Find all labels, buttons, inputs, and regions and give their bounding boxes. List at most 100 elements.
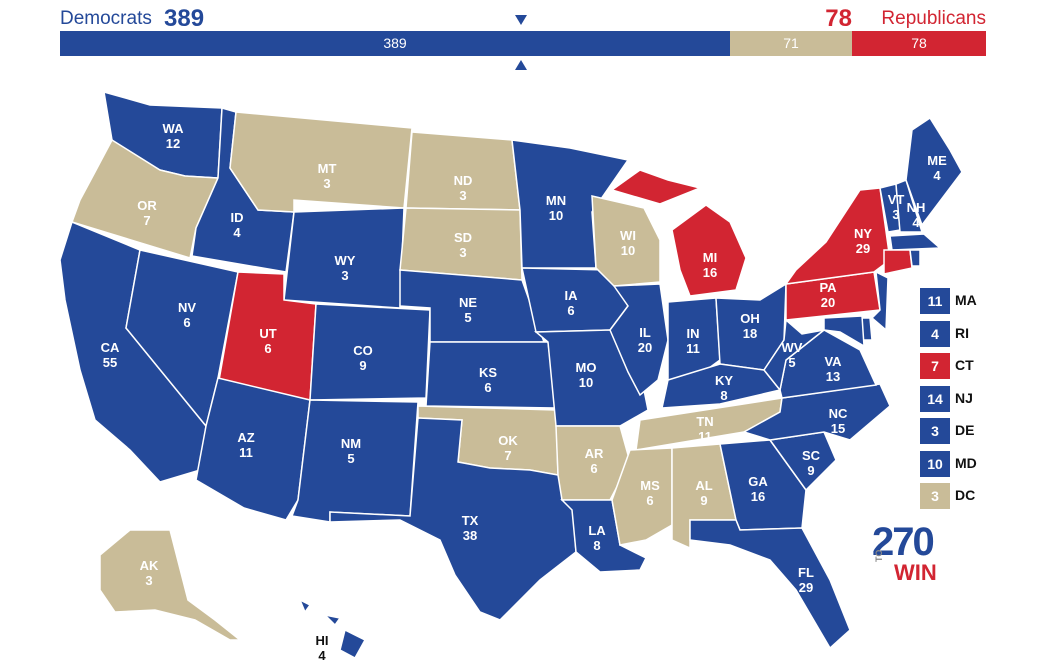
small-state-ri[interactable]: 4 RI bbox=[920, 320, 1030, 347]
small-state-nj[interactable]: 14 NJ bbox=[920, 385, 1030, 412]
state-ev-il: 20 bbox=[638, 340, 652, 355]
logo-number: 270 bbox=[872, 520, 935, 564]
state-ev-nm: 5 bbox=[347, 451, 354, 466]
democrats-label: Democrats bbox=[60, 8, 152, 29]
state-label-pa: PA bbox=[819, 280, 837, 295]
state-ev-az: 11 bbox=[239, 445, 253, 460]
state-md[interactable] bbox=[823, 315, 865, 348]
state-ev-or: 7 bbox=[143, 213, 150, 228]
state-ev-ak: 3 bbox=[145, 573, 152, 588]
state-nh[interactable] bbox=[895, 179, 924, 233]
state-ev-pa: 20 bbox=[821, 295, 835, 310]
state-label-ar: AR bbox=[585, 446, 604, 461]
small-state-abbr: CT bbox=[955, 357, 974, 373]
state-label-mn: MN bbox=[546, 193, 566, 208]
state-ev-in: 11 bbox=[686, 341, 700, 356]
democrats-total: 389 bbox=[164, 5, 205, 32]
state-label-nv: NV bbox=[178, 300, 196, 315]
state-ev-hi: 4 bbox=[318, 648, 326, 663]
state-label-mt: MT bbox=[318, 161, 337, 176]
state-ev-sc: 9 bbox=[807, 463, 814, 478]
electoral-vote-bar: 389 71 78 bbox=[60, 31, 986, 56]
state-label-ca: CA bbox=[101, 340, 120, 355]
small-state-ev-box[interactable]: 3 bbox=[920, 483, 950, 509]
state-nc[interactable] bbox=[742, 383, 891, 441]
state-ev-ny: 29 bbox=[856, 241, 870, 256]
state-ev-me: 4 bbox=[933, 168, 941, 183]
results-header: Democrats 389 78 Republicans bbox=[60, 4, 986, 32]
state-ev-tx: 38 bbox=[463, 528, 477, 543]
state-label-in: IN bbox=[687, 326, 700, 341]
small-state-ev-box[interactable]: 4 bbox=[920, 320, 950, 347]
state-label-oh: OH bbox=[740, 311, 760, 326]
state-ev-nh: 4 bbox=[912, 215, 920, 230]
state-label-nh: NH bbox=[907, 200, 926, 215]
state-label-ny: NY bbox=[854, 226, 872, 241]
state-label-nm: NM bbox=[341, 436, 361, 451]
state-ev-nc: 15 bbox=[831, 421, 845, 436]
small-state-de[interactable]: 3 DE bbox=[920, 418, 1030, 444]
state-label-tx: TX bbox=[462, 513, 479, 528]
state-nm[interactable] bbox=[290, 399, 419, 523]
rep-bar-segment: 78 bbox=[852, 31, 986, 56]
state-ev-nv: 6 bbox=[183, 315, 190, 330]
small-state-abbr: RI bbox=[955, 324, 969, 341]
state-nj[interactable] bbox=[870, 270, 889, 332]
state-ev-mn: 10 bbox=[549, 208, 563, 223]
state-ev-vt: 3 bbox=[892, 207, 899, 222]
state-fl[interactable] bbox=[689, 519, 851, 650]
state-hi[interactable] bbox=[298, 598, 367, 660]
state-ct[interactable] bbox=[883, 249, 913, 275]
state-label-vt: VT bbox=[888, 192, 905, 207]
state-label-or: OR bbox=[137, 198, 157, 213]
state-ak[interactable] bbox=[99, 529, 243, 641]
small-state-ct[interactable]: 7 CT bbox=[920, 353, 1030, 379]
state-label-wa: WA bbox=[163, 121, 185, 136]
state-ev-mo: 10 bbox=[579, 375, 593, 390]
state-ev-ky: 8 bbox=[720, 388, 727, 403]
small-state-ev-box[interactable]: 11 bbox=[920, 288, 950, 314]
state-il[interactable] bbox=[609, 283, 669, 397]
state-miup[interactable] bbox=[610, 169, 703, 205]
state-label-la: LA bbox=[588, 523, 606, 538]
state-label-id: ID bbox=[231, 210, 244, 225]
state-label-ks: KS bbox=[479, 365, 497, 380]
state-tx[interactable] bbox=[329, 417, 577, 621]
state-ev-oh: 18 bbox=[743, 326, 757, 341]
state-wi[interactable] bbox=[591, 195, 661, 287]
state-ev-sd: 3 bbox=[459, 245, 466, 260]
small-state-md[interactable]: 10 MD bbox=[920, 450, 1030, 477]
dem-bar-segment: 389 bbox=[60, 31, 730, 56]
state-label-me: ME bbox=[927, 153, 947, 168]
small-state-ev-box[interactable]: 3 bbox=[920, 418, 950, 444]
state-ev-ca: 55 bbox=[103, 355, 117, 370]
state-label-ga: GA bbox=[748, 474, 768, 489]
state-ri[interactable] bbox=[909, 249, 921, 267]
state-label-hi: HI bbox=[316, 633, 329, 648]
small-state-ev-box[interactable]: 7 bbox=[920, 353, 950, 379]
small-state-abbr: DE bbox=[955, 422, 975, 438]
republicans-total: 78 bbox=[825, 5, 852, 32]
state-ny[interactable] bbox=[784, 187, 891, 285]
majority-marker-top-icon bbox=[515, 15, 527, 25]
state-me[interactable] bbox=[905, 116, 963, 227]
small-state-ev-box[interactable]: 14 bbox=[920, 385, 950, 412]
state-ev-va: 13 bbox=[826, 369, 840, 384]
state-ev-wa: 12 bbox=[166, 136, 180, 151]
state-label-ut: UT bbox=[259, 326, 276, 341]
small-state-dc[interactable]: 3 DC bbox=[920, 483, 1030, 509]
state-az[interactable] bbox=[195, 377, 311, 521]
state-mi[interactable] bbox=[671, 204, 747, 297]
state-ma[interactable] bbox=[889, 233, 942, 251]
state-ev-nd: 3 bbox=[459, 188, 466, 203]
state-wv[interactable] bbox=[763, 318, 825, 392]
republicans-label: Republicans bbox=[881, 8, 986, 29]
state-label-tn: TN bbox=[696, 414, 713, 429]
state-label-il: IL bbox=[639, 325, 651, 340]
small-state-ma[interactable]: 11 MA bbox=[920, 288, 1030, 314]
logo-to: TO bbox=[874, 549, 884, 562]
state-ev-fl: 29 bbox=[799, 580, 813, 595]
small-state-ev-box[interactable]: 10 bbox=[920, 450, 950, 477]
state-or[interactable] bbox=[71, 138, 220, 259]
state-ev-ut: 6 bbox=[264, 341, 271, 356]
